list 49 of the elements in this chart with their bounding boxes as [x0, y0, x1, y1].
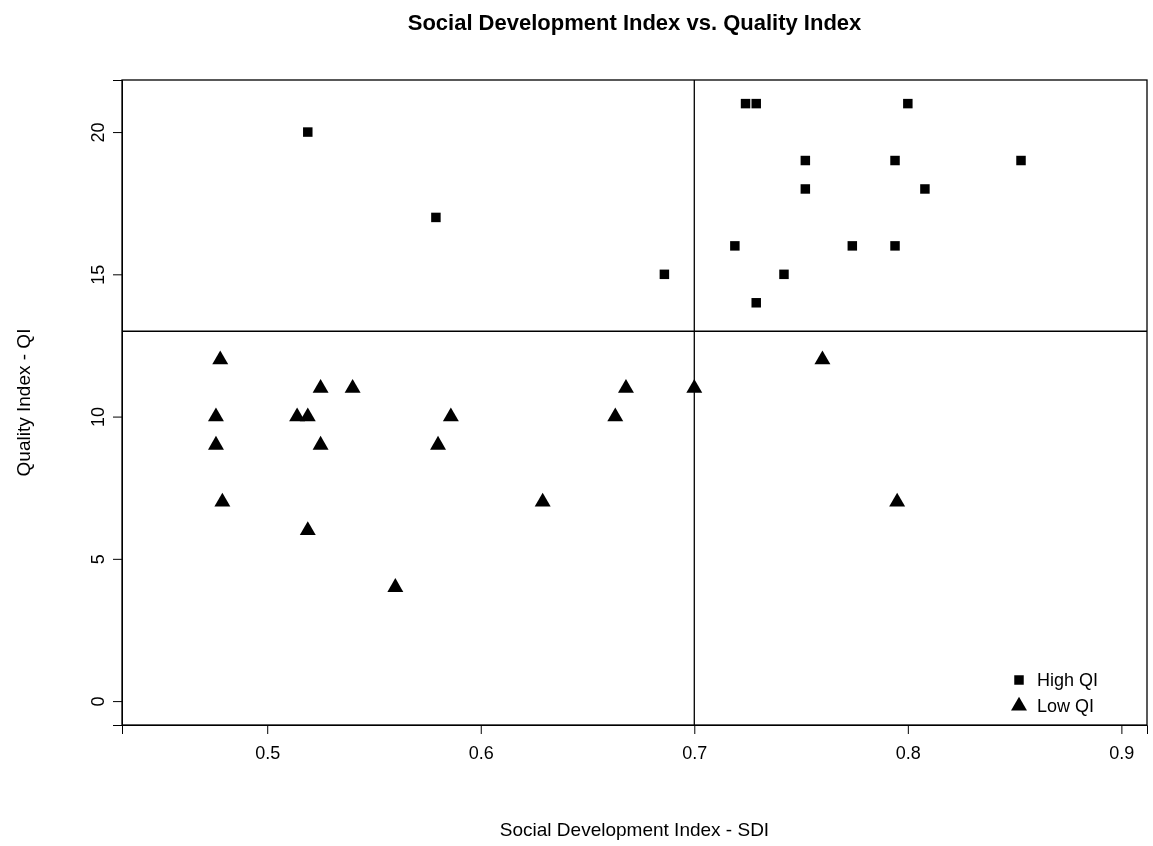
point	[312, 435, 329, 450]
x-tick-label: 0.8	[895, 742, 921, 763]
legend-label: Low QI	[1037, 696, 1095, 717]
point	[740, 98, 751, 109]
point	[903, 98, 913, 109]
y-tick-label: 15	[88, 264, 109, 285]
point	[814, 350, 831, 365]
point	[299, 521, 316, 535]
point	[751, 298, 761, 308]
chart-title: Social Development Index vs. Quality Index	[407, 10, 863, 35]
y-tick-label: 10	[88, 407, 109, 428]
point	[890, 155, 900, 166]
y-axis-title: Quality Index - QI	[13, 328, 34, 477]
point	[207, 435, 224, 450]
y-tick-label: 5	[88, 554, 109, 565]
point	[387, 578, 404, 592]
y-tick-label: 20	[88, 122, 109, 143]
x-axis-title: Social Development Index - SDI	[499, 819, 770, 840]
x-tick-label: 0.5	[255, 742, 281, 763]
point	[779, 269, 789, 280]
point	[212, 350, 229, 365]
legend-label: High QI	[1037, 670, 1099, 691]
x-tick-label: 0.6	[468, 742, 494, 763]
point	[431, 212, 441, 223]
point	[442, 407, 459, 422]
point	[686, 378, 703, 393]
point	[607, 407, 624, 422]
point	[800, 184, 811, 194]
point	[920, 184, 930, 194]
point	[534, 492, 551, 507]
point	[847, 241, 858, 251]
point	[890, 241, 900, 251]
point	[1016, 155, 1026, 166]
point	[299, 407, 316, 422]
point	[214, 492, 231, 507]
x-tick-label: 0.9	[1109, 742, 1135, 763]
point	[751, 98, 761, 109]
point	[207, 407, 224, 422]
point	[430, 435, 447, 450]
point	[617, 378, 634, 393]
y-tick-label: 0	[88, 696, 109, 707]
point	[889, 492, 906, 507]
point	[659, 269, 670, 280]
point	[800, 155, 811, 166]
point	[730, 241, 740, 251]
point	[312, 378, 329, 393]
point	[303, 127, 313, 137]
x-tick-label: 0.7	[682, 742, 708, 763]
point	[344, 378, 361, 393]
